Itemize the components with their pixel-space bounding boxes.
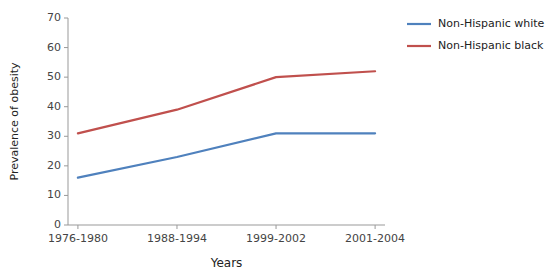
y-tick	[64, 106, 68, 107]
y-tick-label: 60	[47, 41, 61, 54]
chart-container: 0 10 20 30 40 50 60 70 1976-1980 1988-1994 1999-20…	[0, 0, 550, 277]
plot-area	[78, 71, 375, 177]
x-axis-label: Years	[210, 256, 243, 270]
y-tick	[64, 136, 68, 137]
x-tick-label: 1976-1980	[48, 232, 108, 245]
y-tick	[64, 77, 68, 78]
x-tick-label: 1999-2002	[246, 232, 306, 245]
legend-swatch	[407, 45, 431, 47]
x-tick	[77, 225, 78, 229]
y-axis-line	[68, 18, 69, 225]
y-tick	[64, 195, 68, 196]
y-tick	[64, 47, 68, 48]
x-axis-line	[68, 225, 385, 226]
y-tick-label: 50	[47, 70, 61, 83]
y-axis-label: Prevalence of obesity	[8, 62, 21, 181]
y-tick-label: 70	[47, 11, 61, 24]
y-tick-label: 0	[54, 218, 61, 231]
y-tick-label: 20	[47, 159, 61, 172]
y-tick-label: 30	[47, 129, 61, 142]
y-tick	[64, 225, 68, 226]
legend-label: Non-Hispanic white	[438, 17, 545, 30]
x-tick-label: 2001-2004	[345, 232, 405, 245]
x-tick	[176, 225, 177, 229]
y-tick-label: 40	[47, 100, 61, 113]
x-tick	[375, 225, 376, 229]
x-tick	[276, 225, 277, 229]
y-tick	[64, 18, 68, 19]
y-tick-label: 10	[47, 188, 61, 201]
y-tick	[64, 165, 68, 166]
legend-swatch	[407, 23, 431, 25]
chart: 0 10 20 30 40 50 60 70 1976-1980 1988-1994 1999-20…	[0, 0, 550, 277]
x-tick-label: 1988-1994	[147, 232, 207, 245]
legend-label: Non-Hispanic black	[438, 39, 544, 52]
series-line	[78, 133, 375, 177]
legend: Non-Hispanic white Non-Hispanic black	[407, 17, 545, 52]
series-line	[78, 71, 375, 133]
